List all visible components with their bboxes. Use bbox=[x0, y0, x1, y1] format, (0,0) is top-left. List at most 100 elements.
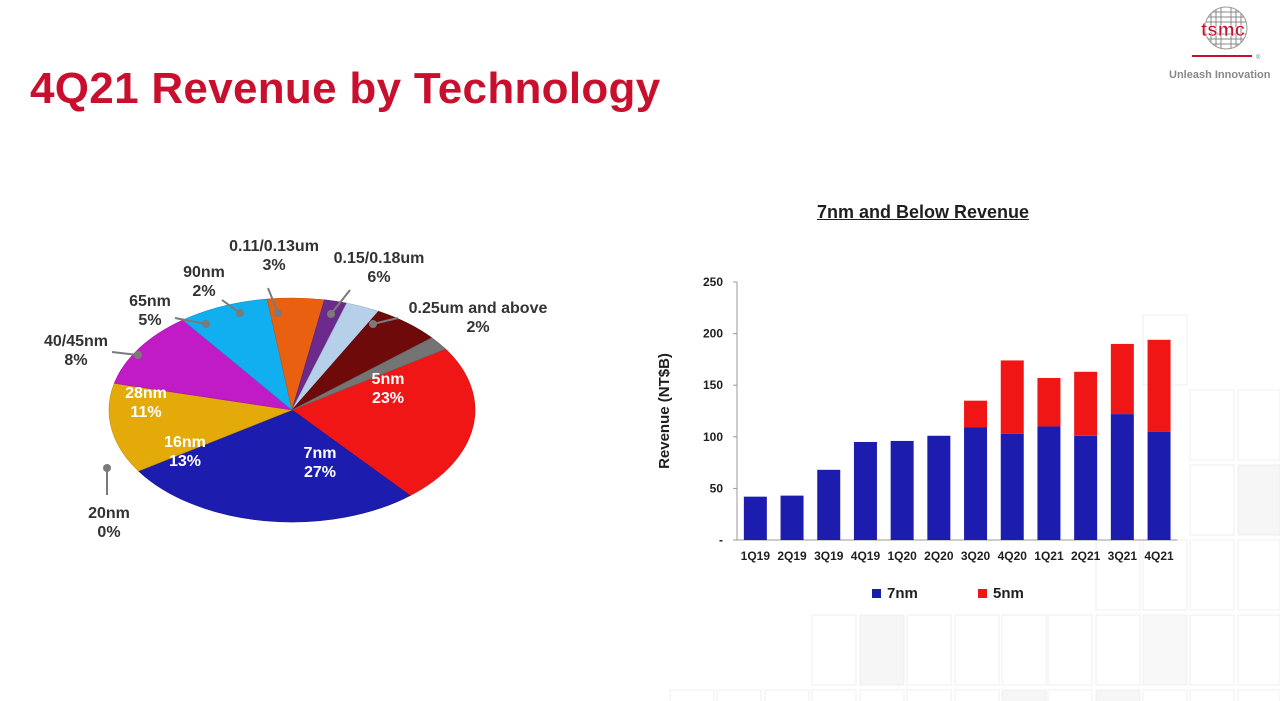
pie-slice-5nm bbox=[291, 348, 476, 496]
bar-chart-title: 7nm and Below Revenue bbox=[816, 202, 1030, 222]
pie-label-20nm: 20nm 0% bbox=[88, 504, 130, 542]
x-tick-label: 2Q20 bbox=[924, 549, 954, 563]
pie-label-percent: 11% bbox=[130, 404, 162, 421]
pie-label-percent: 5% bbox=[138, 312, 162, 329]
bar-4q20-7nm bbox=[1000, 433, 1024, 540]
y-tick-labels: - 50 100 150 200 250 bbox=[703, 275, 737, 547]
bar-4q20-5nm bbox=[1000, 360, 1024, 434]
pie-slice-7nm bbox=[137, 409, 411, 523]
y-tick-label: 50 bbox=[710, 481, 724, 495]
leader-line-0-25um-and-above bbox=[372, 317, 399, 325]
pie-label-name: 5nm bbox=[371, 371, 405, 388]
x-tick-label: 1Q19 bbox=[741, 549, 771, 563]
bar-4q19-7nm bbox=[853, 441, 877, 540]
pie-label-percent: 27% bbox=[303, 464, 337, 481]
leader-dot-90nm bbox=[236, 309, 244, 317]
pie-label-0-15-0-18um: 0.15/0.18um 6% bbox=[334, 249, 425, 287]
logo-tagline: Unleash Innovation bbox=[1169, 69, 1271, 81]
svg-text:®: ® bbox=[1256, 54, 1261, 61]
pie-slice-16nm bbox=[108, 382, 294, 472]
leader-dot-40-45nm bbox=[134, 351, 142, 359]
x-tick-label: 4Q21 bbox=[1144, 549, 1174, 563]
pie-label-percent: 13% bbox=[168, 453, 202, 470]
leader-line-0-11-0-13um bbox=[267, 287, 279, 314]
x-tick-label: 2Q19 bbox=[777, 549, 807, 563]
pie-label-0-25um-and-above: 0.25um and above 2% bbox=[409, 299, 548, 337]
legend-item-5nm: 5nm bbox=[978, 585, 1024, 602]
pie-label-65nm: 65nm 5% bbox=[129, 292, 171, 330]
pie-label-percent: 6% bbox=[367, 269, 391, 286]
pie-label-percent: 2% bbox=[192, 283, 216, 300]
bars bbox=[743, 339, 1171, 540]
leader-dot-20nm bbox=[103, 464, 111, 472]
pie-label-name: 90nm bbox=[183, 264, 225, 281]
x-tick-label: 4Q19 bbox=[851, 549, 881, 563]
bar-4q21-7nm bbox=[1147, 431, 1171, 540]
pie-label-16nm: 16nm 13% bbox=[164, 433, 206, 471]
leader-dot-0-11-0-13um bbox=[274, 309, 282, 317]
pie-label-name: 0.11/0.13um bbox=[229, 238, 319, 255]
pie-label-name: 0.25um and above bbox=[408, 300, 548, 317]
pie-label-percent: 23% bbox=[371, 390, 405, 407]
x-tick-label: 3Q20 bbox=[961, 549, 991, 563]
pie-label-percent: 0% bbox=[97, 524, 121, 541]
pie-label-percent: 8% bbox=[64, 352, 88, 369]
leader-line-40-45nm bbox=[111, 351, 139, 356]
pie-label-90nm: 90nm 2% bbox=[183, 263, 225, 301]
bar-3q19-7nm bbox=[817, 469, 841, 540]
pie-label-0-11-0-13um: 0.11/0.13um 3% bbox=[229, 237, 319, 275]
pie-slice-28nm bbox=[113, 319, 294, 411]
svg-text:tsmc: tsmc bbox=[1201, 20, 1246, 41]
pie-top-faces bbox=[108, 297, 476, 523]
y-tick-label: 250 bbox=[703, 275, 723, 289]
leader-line-0-15-0-18um bbox=[330, 289, 351, 315]
bar-2q21-5nm bbox=[1074, 371, 1098, 436]
pie-label-name: 28nm bbox=[125, 385, 167, 402]
pie-label-name: 65nm bbox=[129, 293, 171, 310]
technology-pie-chart bbox=[103, 287, 476, 523]
y-axis-label: Revenue (NT$B) bbox=[656, 353, 673, 469]
bar-3q21-7nm bbox=[1110, 414, 1134, 540]
y-tick-label: 150 bbox=[703, 378, 723, 392]
leader-dot-0-25um-and-above bbox=[369, 320, 377, 328]
pie-label-percent: 2% bbox=[466, 319, 490, 336]
leader-line-65nm bbox=[174, 317, 207, 325]
revenue-bar-chart: - 50 100 150 200 250 Revenue (NT$B) 1Q19 2Q19 3Q1… bbox=[656, 275, 1178, 563]
bar-3q20-5nm bbox=[964, 400, 988, 428]
pie-label-name: 20nm bbox=[88, 505, 130, 522]
tsmc-logo: tsmc ® bbox=[1170, 6, 1280, 86]
bar-4q21-5nm bbox=[1147, 339, 1171, 432]
x-tick-label: 2Q21 bbox=[1071, 549, 1101, 563]
legend-label-7nm: 7nm bbox=[887, 585, 918, 602]
bar-2q21-7nm bbox=[1074, 435, 1098, 540]
bar-2q20-7nm bbox=[927, 435, 951, 540]
x-tick-label: 3Q21 bbox=[1108, 549, 1138, 563]
pie-label-name: 16nm bbox=[164, 434, 206, 451]
x-tick-label: 3Q19 bbox=[814, 549, 844, 563]
legend-swatch-7nm bbox=[872, 589, 881, 598]
bar-2q19-7nm bbox=[780, 495, 804, 540]
x-tick-label: 4Q20 bbox=[998, 549, 1028, 563]
pie-leader-lines bbox=[103, 287, 399, 495]
y-tick-label: - bbox=[719, 533, 723, 547]
bar-1q19-7nm bbox=[743, 496, 767, 540]
x-tick-label: 1Q20 bbox=[887, 549, 917, 563]
leader-dot-65nm bbox=[202, 320, 210, 328]
bar-3q20-7nm bbox=[964, 427, 988, 540]
pie-label-percent: 3% bbox=[262, 257, 286, 274]
legend-swatch-5nm bbox=[978, 589, 987, 598]
y-tick-label: 200 bbox=[703, 327, 723, 341]
pie-label-name: 0.15/0.18um bbox=[333, 250, 425, 267]
legend-item-7nm: 7nm bbox=[872, 585, 918, 602]
pie-label-40-45nm: 40/45nm 8% bbox=[44, 332, 108, 370]
pie-slice-0-25um-and-above bbox=[291, 337, 447, 411]
pie-label-7nm: 7nm 27% bbox=[304, 444, 337, 482]
legend-label-5nm: 5nm bbox=[993, 585, 1024, 602]
x-tick-labels: 1Q19 2Q19 3Q19 4Q19 1Q20 2Q20 3Q20 4Q20 1Q21 2Q21… bbox=[741, 549, 1174, 563]
pie-label-name: 40/45nm bbox=[43, 333, 109, 350]
y-tick-label: 100 bbox=[703, 430, 723, 444]
bar-1q21-5nm bbox=[1037, 377, 1061, 427]
leader-dot-0-15-0-18um bbox=[327, 310, 335, 318]
bar-1q20-7nm bbox=[890, 440, 914, 540]
